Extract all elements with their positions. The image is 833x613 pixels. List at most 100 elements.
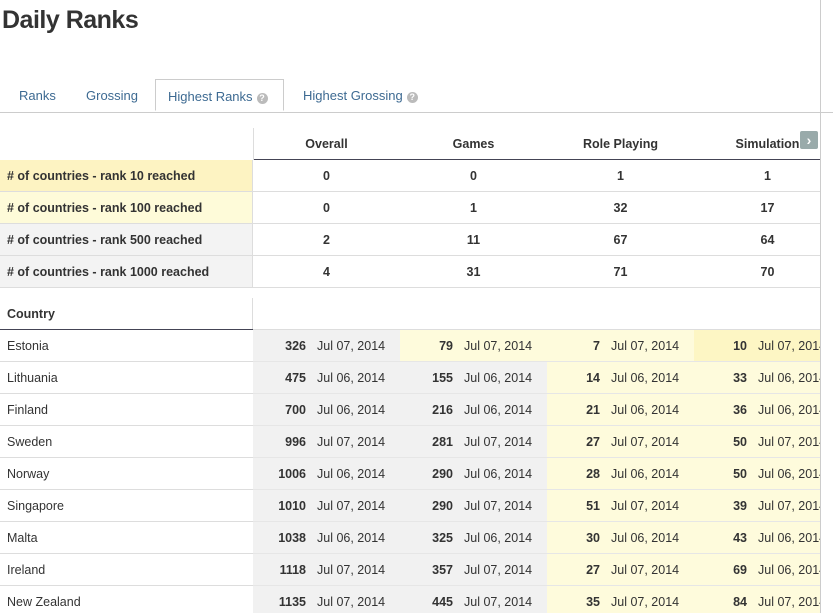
- rank-value: 357: [432, 563, 453, 577]
- rank-date: Jul 06, 2014: [611, 403, 680, 417]
- rank-date: Jul 07, 2014: [317, 435, 386, 449]
- rank-date: Jul 07, 2014: [317, 563, 386, 577]
- tab-label: Highest Grossing: [303, 88, 403, 103]
- rank-cell: [694, 522, 820, 554]
- rank-value: 216: [432, 403, 453, 417]
- rank-value: 445: [432, 595, 453, 609]
- rank-cell: [253, 330, 400, 362]
- rank-date: Jul 06, 2014: [464, 467, 533, 481]
- rank-date: Jul 07, 2014: [464, 595, 533, 609]
- summary-value: 71: [547, 256, 694, 288]
- country-name: Norway: [0, 458, 253, 490]
- rank-value: 33: [733, 371, 747, 385]
- rank-cell: [547, 586, 694, 613]
- rank-cell: [547, 458, 694, 490]
- summary-value: 1: [547, 160, 694, 192]
- rank-cell: [547, 362, 694, 394]
- rank-date: Jul 07, 2014: [758, 435, 820, 449]
- summary-value: 2: [253, 224, 400, 256]
- rank-date: Jul 07, 2014: [317, 339, 386, 353]
- rank-cell: [400, 522, 547, 554]
- rank-cell: [400, 362, 547, 394]
- country-header: Country: [0, 298, 253, 330]
- country-name: New Zealand: [0, 586, 253, 613]
- country-name: Sweden: [0, 426, 253, 458]
- tab[interactable]: Highest Grossing?: [303, 79, 418, 112]
- rank-cell: [400, 586, 547, 613]
- rank-value: 155: [432, 371, 453, 385]
- rank-cell: [400, 458, 547, 490]
- rank-value: 35: [586, 595, 600, 609]
- rank-date: Jul 06, 2014: [758, 563, 820, 577]
- rank-value: 51: [586, 499, 600, 513]
- summary-value: 0: [253, 160, 400, 192]
- summary-value: 64: [694, 224, 820, 256]
- summary-value: 1: [694, 160, 820, 192]
- rank-cell: [253, 490, 400, 522]
- rank-value: 996: [285, 435, 306, 449]
- rank-date: Jul 07, 2014: [758, 499, 820, 513]
- rank-value: 1135: [278, 595, 306, 609]
- summary-label: # of countries - rank 10 reached: [0, 160, 253, 192]
- rank-value: 326: [285, 339, 306, 353]
- rank-date: Jul 07, 2014: [317, 595, 386, 609]
- rank-date: Jul 06, 2014: [464, 403, 533, 417]
- summary-value: 32: [547, 192, 694, 224]
- scroll-edge: [820, 0, 821, 613]
- rank-cell: [400, 554, 547, 586]
- rank-date: Jul 06, 2014: [317, 467, 386, 481]
- rank-value: 700: [285, 403, 306, 417]
- summary-value: 0: [253, 192, 400, 224]
- rank-date: Jul 06, 2014: [317, 531, 386, 545]
- rank-date: Jul 07, 2014: [611, 563, 680, 577]
- rank-date: Jul 06, 2014: [464, 531, 533, 545]
- country-name: Singapore: [0, 490, 253, 522]
- scroll-right-button[interactable]: ›: [800, 131, 818, 149]
- tab[interactable]: Grossing: [86, 88, 139, 103]
- column-header: Overall: [305, 137, 348, 151]
- rank-cell: [694, 586, 820, 613]
- rank-value: 290: [432, 499, 453, 513]
- country-name: Finland: [0, 394, 253, 426]
- tab-label: Highest Ranks: [168, 89, 253, 104]
- column-header: Role Playing: [582, 137, 659, 151]
- summary-label: # of countries - rank 500 reached: [0, 224, 253, 256]
- rank-cell: [253, 522, 400, 554]
- summary-value: 17: [694, 192, 820, 224]
- rank-cell: [694, 458, 820, 490]
- rank-date: Jul 06, 2014: [758, 403, 820, 417]
- rank-value: 50: [733, 435, 747, 449]
- tab[interactable]: Ranks: [19, 88, 56, 103]
- rank-value: 50: [733, 467, 747, 481]
- rank-cell: [253, 586, 400, 613]
- help-icon: ?: [406, 92, 418, 103]
- summary-value: 67: [547, 224, 694, 256]
- tab-active[interactable]: Highest Ranks?: [155, 79, 284, 111]
- summary-value: 70: [694, 256, 820, 288]
- rank-date: Jul 06, 2014: [464, 371, 533, 385]
- rank-cell: [694, 490, 820, 522]
- summary-value: 0: [400, 160, 547, 192]
- rank-value: 30: [586, 531, 600, 545]
- rank-value: 36: [733, 403, 747, 417]
- rank-cell: [400, 394, 547, 426]
- rank-value: 21: [586, 403, 600, 417]
- rank-value: 39: [733, 499, 747, 513]
- rank-table: Overall Games Role Playing Simulation # of c…: [0, 128, 820, 613]
- rank-cell: [253, 554, 400, 586]
- rank-value: 281: [432, 435, 453, 449]
- country-name: Malta: [0, 522, 253, 554]
- page-title: Daily Ranks: [2, 6, 139, 34]
- summary-label: # of countries - rank 1000 reached: [0, 256, 253, 288]
- rank-cell: [400, 490, 547, 522]
- rank-cell: [253, 458, 400, 490]
- rank-date: Jul 06, 2014: [611, 371, 680, 385]
- country-name: Estonia: [0, 330, 253, 362]
- summary-label: # of countries - rank 100 reached: [0, 192, 253, 224]
- rank-date: Jul 06, 2014: [611, 531, 680, 545]
- rank-cell: [547, 554, 694, 586]
- rank-date: Jul 07, 2014: [464, 435, 533, 449]
- summary-value: 4: [253, 256, 400, 288]
- rank-date: Jul 07, 2014: [758, 339, 820, 353]
- rank-cell: [547, 330, 694, 362]
